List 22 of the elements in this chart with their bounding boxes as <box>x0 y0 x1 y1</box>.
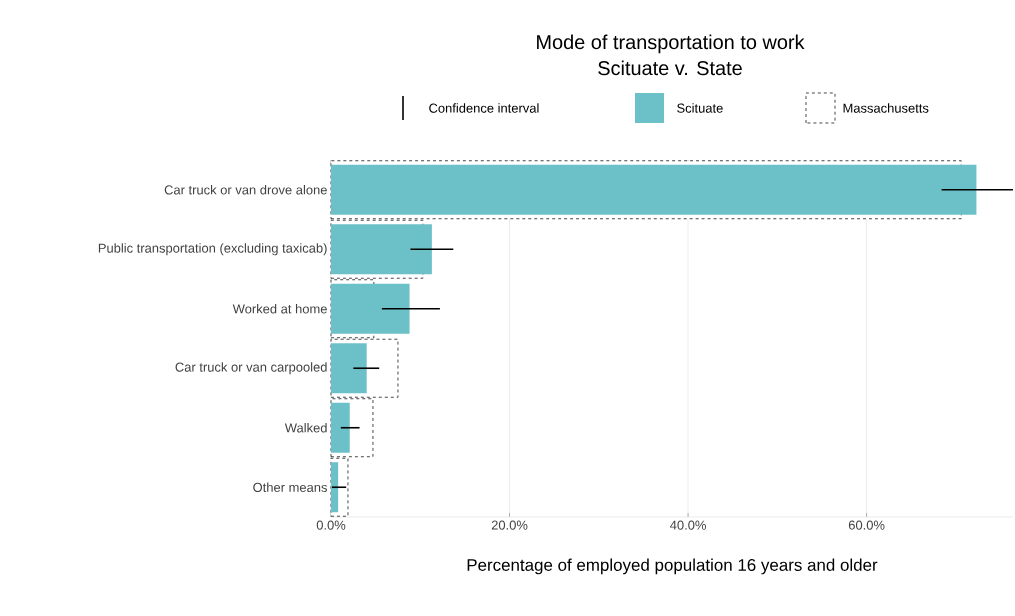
y-tick-label: Car truck or van carpooled <box>175 362 327 375</box>
x-tick-label: 20.0% <box>491 520 528 530</box>
x-tick-label: 40.0% <box>670 520 706 530</box>
legend-label: Massachusetts <box>843 103 929 113</box>
y-tick-label: Other means <box>253 482 328 492</box>
bar <box>331 462 339 513</box>
bar <box>331 283 410 334</box>
y-tick-label: Worked at home <box>232 303 327 314</box>
bar <box>331 224 432 275</box>
x-tick-label: 0.0% <box>316 520 346 530</box>
chart-subtitle: Scituate v. State <box>598 60 742 76</box>
text: Confidence interval <box>429 103 539 113</box>
bar <box>331 402 350 453</box>
bar <box>331 164 977 215</box>
y-tick-label: Walked <box>284 422 327 433</box>
legend-label: Scituate <box>677 103 723 113</box>
x-axis-title: Percentage of employed population 16 years and older <box>467 558 878 575</box>
bar <box>331 343 367 394</box>
y-tick-label: Public transportation (excluding taxicab) <box>98 243 327 256</box>
y-tick-label: Car truck or van drove alone <box>164 184 327 195</box>
chart-title: Mode of transportation to work <box>537 34 805 54</box>
x-tick-label: 60.0% <box>848 520 885 530</box>
